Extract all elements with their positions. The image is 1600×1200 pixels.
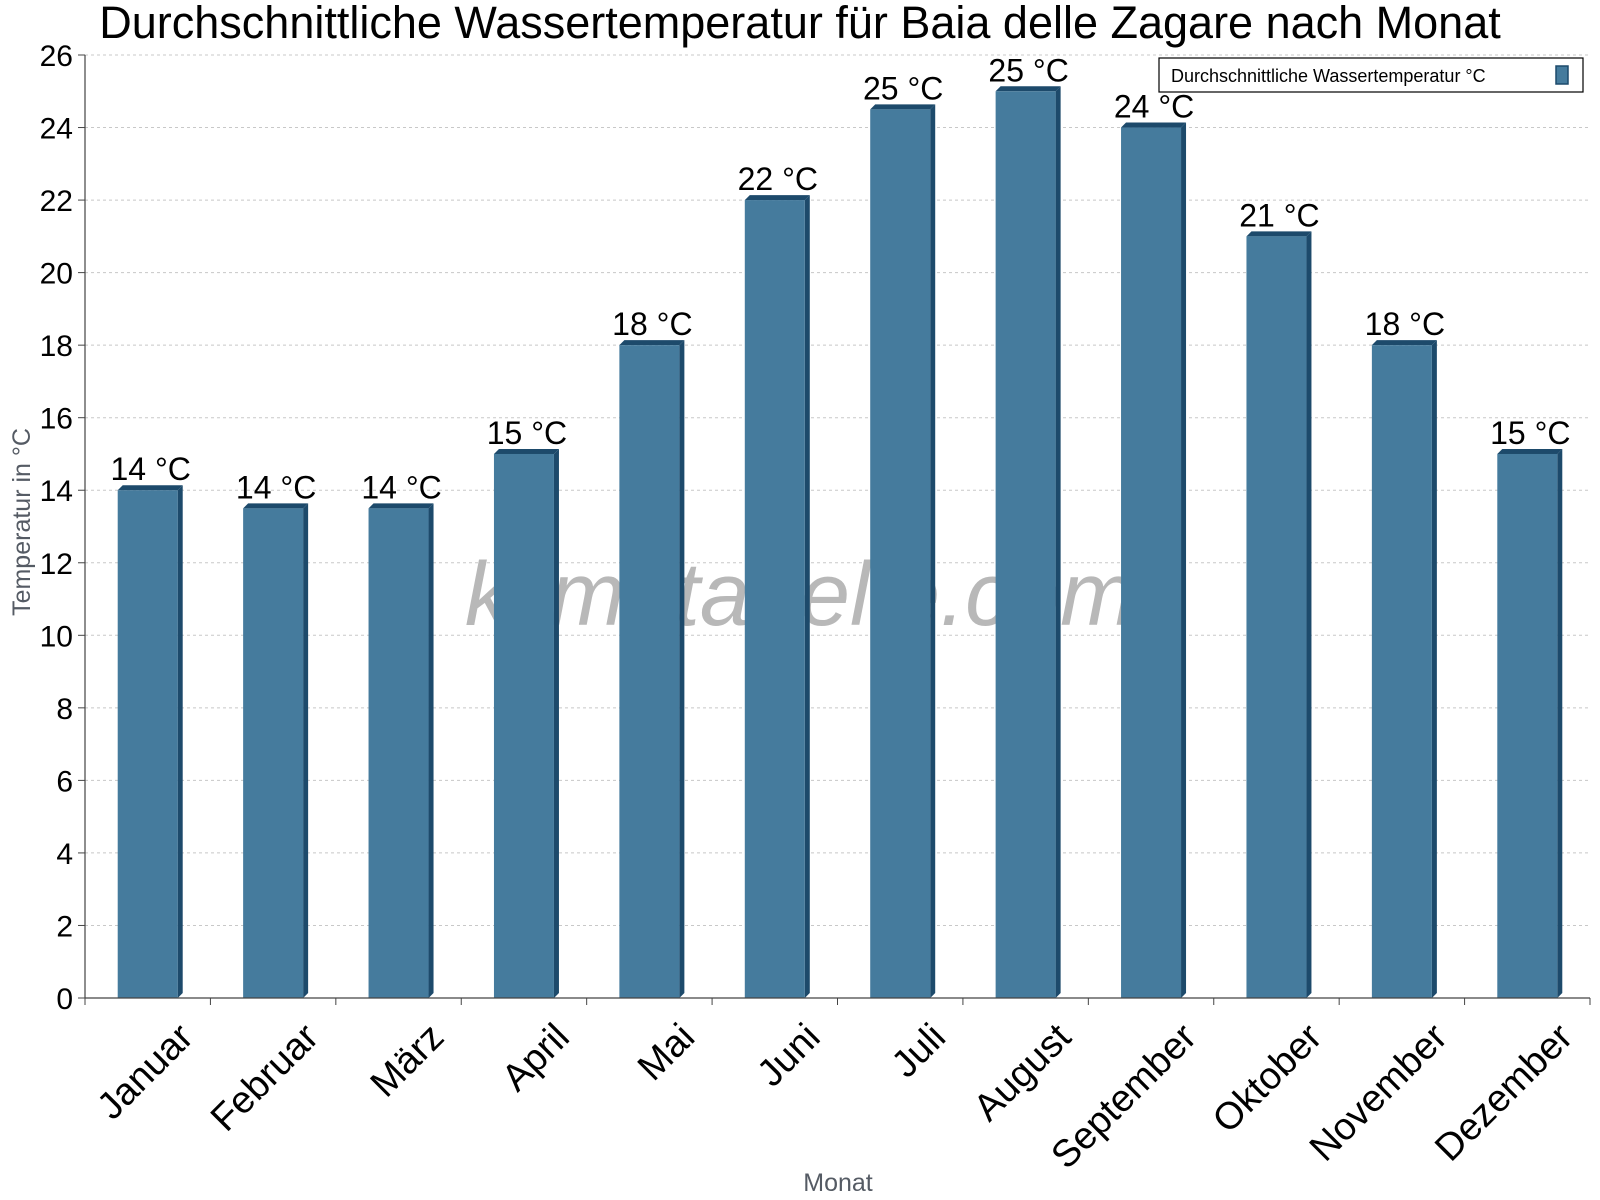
bar-front — [995, 91, 1056, 999]
chart-title: Durchschnittliche Wassertemperatur für B… — [99, 0, 1501, 48]
x-tick-label: August — [966, 1016, 1080, 1130]
bar-front — [493, 453, 554, 998]
data-labels: 14 °C 14 °C 14 °C 15 °C 18 °C 22 °C 25 °C 25 °C… — [111, 52, 1571, 505]
data-label: 22 °C — [738, 161, 818, 197]
bar-front — [1121, 127, 1182, 999]
legend-label: Durchschnittliche Wassertemperatur °C — [1171, 66, 1486, 86]
bar — [1497, 448, 1563, 998]
bar-side — [303, 503, 309, 998]
bar — [493, 448, 559, 998]
y-tick-label: 16 — [40, 403, 73, 436]
y-tick-label: 6 — [56, 765, 73, 798]
y-tick-label: 20 — [40, 258, 73, 291]
data-label: 18 °C — [612, 306, 692, 342]
bar — [117, 485, 183, 998]
y-tick-label: 12 — [40, 548, 73, 581]
bar-top — [493, 448, 559, 454]
bar-top — [368, 503, 434, 509]
legend-swatch — [1555, 65, 1569, 85]
bar-front — [243, 508, 304, 998]
bar-side — [1557, 448, 1563, 998]
bar-top — [870, 104, 936, 110]
data-label: 14 °C — [236, 469, 316, 505]
x-tick-label: März — [363, 1016, 452, 1105]
data-label: 24 °C — [1114, 89, 1194, 125]
bar-side — [1431, 340, 1437, 999]
data-label: 25 °C — [863, 70, 943, 106]
bar-side — [1181, 122, 1187, 999]
bar-top — [744, 195, 810, 201]
bar — [1121, 122, 1187, 999]
y-tick-label: 8 — [56, 693, 73, 726]
y-axis-title: Temperatur in °C — [8, 428, 36, 616]
y-tick-label: 2 — [56, 910, 73, 943]
bar-front — [1246, 236, 1307, 998]
bar — [1246, 231, 1312, 998]
x-tick-label: Oktober — [1205, 1016, 1331, 1142]
x-tick-label: April — [494, 1016, 577, 1099]
data-label: 18 °C — [1365, 306, 1445, 342]
bar-side — [428, 503, 434, 998]
bar — [1371, 340, 1437, 999]
y-tick-label: 22 — [40, 185, 73, 218]
legend-box — [1158, 57, 1584, 93]
bar-front — [619, 345, 680, 999]
grid-lines — [85, 54, 1590, 926]
bar — [619, 340, 685, 999]
bar — [995, 86, 1061, 999]
x-tick-label: Juni — [750, 1016, 829, 1095]
x-axis-title: Monat — [803, 1169, 873, 1197]
bar-top — [243, 503, 309, 509]
bar-front — [744, 200, 805, 999]
bar-front — [870, 109, 931, 998]
bar-side — [1055, 86, 1061, 999]
bar — [243, 503, 309, 998]
legend: Durchschnittliche Wassertemperatur °C — [1158, 57, 1584, 93]
bar-side — [1306, 231, 1312, 998]
y-tick-label: 10 — [40, 620, 73, 653]
bar-front — [117, 490, 178, 998]
y-tick-label: 24 — [40, 113, 73, 146]
bar-side — [553, 448, 559, 998]
x-tick-label: Februar — [203, 1016, 327, 1140]
bar — [368, 503, 434, 998]
data-label: 15 °C — [487, 415, 567, 451]
bar-top — [1121, 122, 1187, 128]
y-tick-label: 0 — [56, 983, 73, 1016]
bar-top — [1371, 340, 1437, 346]
bar-top — [1246, 231, 1312, 237]
bar-top — [995, 86, 1061, 92]
bars — [117, 86, 1563, 999]
bar-top — [117, 485, 183, 491]
bar-front — [368, 508, 429, 998]
bar-top — [1497, 448, 1563, 454]
x-tick-label: Januar — [90, 1016, 202, 1128]
data-label: 14 °C — [361, 469, 441, 505]
data-label: 15 °C — [1490, 415, 1570, 451]
data-label: 21 °C — [1239, 197, 1319, 233]
bar-top — [619, 340, 685, 346]
bar-side — [177, 485, 183, 998]
bar-side — [804, 195, 810, 999]
y-tick-label: 18 — [40, 330, 73, 363]
bar-side — [679, 340, 685, 999]
data-label: 14 °C — [111, 451, 191, 487]
bar-side — [930, 104, 936, 998]
bar — [870, 104, 936, 998]
x-tick-label: Dezember — [1427, 1016, 1581, 1170]
y-tick-label: 14 — [40, 475, 73, 508]
bar-front — [1371, 345, 1432, 999]
data-label: 25 °C — [988, 52, 1068, 88]
bar-front — [1497, 453, 1558, 998]
x-tick-label: Juli — [884, 1016, 954, 1086]
y-tick-label: 26 — [40, 40, 73, 73]
bar — [744, 195, 810, 999]
x-tick-label: Mai — [630, 1016, 703, 1089]
y-tick-label: 4 — [56, 838, 73, 871]
